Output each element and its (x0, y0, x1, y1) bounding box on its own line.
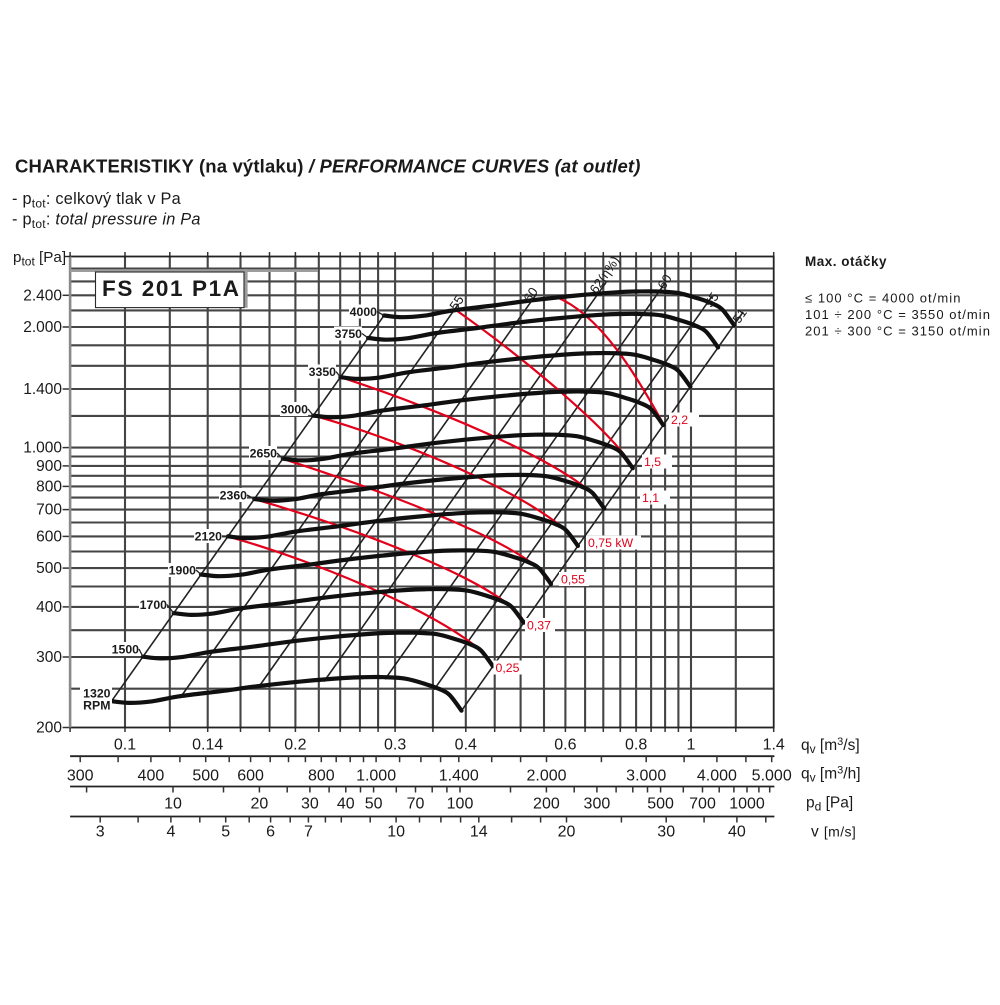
svg-text:900: 900 (36, 458, 62, 475)
svg-text:2650: 2650 (250, 446, 278, 460)
svg-text:1: 1 (687, 737, 696, 754)
svg-text:3350: 3350 (309, 365, 337, 379)
svg-text:2120: 2120 (195, 529, 223, 543)
svg-text:500: 500 (192, 768, 219, 785)
svg-text:500: 500 (647, 796, 674, 813)
svg-text:1.400: 1.400 (23, 381, 62, 398)
svg-text:RPM: RPM (83, 699, 110, 713)
svg-text:≤ 100 °C = 4000 ot/min: ≤ 100 °C = 4000 ot/min (805, 291, 961, 306)
svg-text:20: 20 (251, 796, 269, 813)
svg-text:qv [m3/s]: qv [m3/s] (801, 736, 860, 756)
svg-text:600: 600 (36, 528, 62, 545)
svg-text:0.6: 0.6 (554, 737, 576, 754)
svg-text:500: 500 (36, 560, 62, 577)
svg-text:2.000: 2.000 (526, 768, 566, 785)
svg-text:10: 10 (387, 824, 405, 841)
svg-text:30: 30 (657, 824, 675, 841)
svg-text:200: 200 (533, 796, 560, 813)
svg-text:CHARAKTERISTIKY (na výtlaku) /: CHARAKTERISTIKY (na výtlaku) / PERFORMAN… (15, 156, 641, 177)
svg-text:200: 200 (36, 720, 62, 737)
svg-text:62(η%): 62(η%) (586, 253, 622, 296)
svg-text:qv [m3/h]: qv [m3/h] (801, 765, 861, 785)
svg-text:Max. otáčky: Max. otáčky (805, 254, 887, 269)
svg-text:400: 400 (138, 768, 165, 785)
svg-text:30: 30 (301, 796, 319, 813)
svg-text:1.000: 1.000 (23, 440, 62, 457)
svg-text:2,2: 2,2 (671, 413, 688, 427)
svg-text:300: 300 (36, 649, 62, 666)
svg-text:10: 10 (164, 796, 182, 813)
svg-text:pd [Pa]: pd [Pa] (806, 795, 853, 814)
svg-text:0,25: 0,25 (496, 661, 520, 675)
svg-text:0,75 kW: 0,75 kW (588, 536, 633, 550)
svg-text:v [m/s]: v [m/s] (811, 824, 856, 841)
svg-text:14: 14 (470, 824, 488, 841)
svg-text:5.000: 5.000 (752, 768, 792, 785)
svg-text:1.000: 1.000 (356, 768, 396, 785)
svg-text:3000: 3000 (281, 402, 309, 416)
svg-text:ptot [Pa]: ptot [Pa] (13, 249, 66, 269)
svg-text:1,1: 1,1 (642, 491, 659, 505)
svg-text:50: 50 (365, 796, 383, 813)
svg-text:2360: 2360 (220, 488, 248, 502)
svg-text:4000: 4000 (350, 305, 378, 319)
svg-text:0.2: 0.2 (284, 737, 306, 754)
svg-text:100: 100 (447, 796, 474, 813)
svg-text:1900: 1900 (169, 563, 197, 577)
svg-text:0.8: 0.8 (625, 737, 647, 754)
svg-text:0,55: 0,55 (561, 573, 585, 587)
svg-text:6: 6 (266, 824, 275, 841)
svg-text:0,37: 0,37 (527, 619, 551, 633)
svg-text:600: 600 (237, 768, 264, 785)
svg-text:- ptot: total pressure in Pa: - ptot: total pressure in Pa (12, 210, 201, 231)
svg-text:0.14: 0.14 (192, 737, 223, 754)
svg-text:1500: 1500 (112, 642, 140, 656)
svg-text:201 ÷ 300 °C = 3150 ot/min: 201 ÷ 300 °C = 3150 ot/min (805, 323, 991, 338)
svg-text:2.000: 2.000 (23, 319, 62, 336)
svg-text:1,5: 1,5 (644, 455, 661, 469)
svg-text:7: 7 (304, 824, 313, 841)
svg-text:1.400: 1.400 (439, 768, 479, 785)
svg-text:3750: 3750 (335, 327, 363, 341)
svg-text:300: 300 (67, 768, 94, 785)
svg-text:- ptot: celkový tlak v Pa: - ptot: celkový tlak v Pa (12, 190, 182, 211)
svg-text:4: 4 (166, 824, 175, 841)
svg-text:3.000: 3.000 (626, 768, 666, 785)
svg-text:20: 20 (558, 824, 576, 841)
svg-text:40: 40 (728, 824, 746, 841)
svg-text:40: 40 (337, 796, 355, 813)
svg-text:400: 400 (36, 599, 62, 616)
svg-text:700: 700 (36, 502, 62, 519)
svg-text:0.3: 0.3 (384, 737, 406, 754)
svg-text:60: 60 (654, 271, 675, 291)
svg-text:800: 800 (36, 478, 62, 495)
svg-text:700: 700 (689, 796, 716, 813)
svg-text:2.400: 2.400 (23, 287, 62, 304)
svg-text:0.4: 0.4 (455, 737, 477, 754)
svg-text:5: 5 (221, 824, 230, 841)
svg-text:1700: 1700 (140, 598, 168, 612)
svg-text:3: 3 (96, 824, 105, 841)
svg-text:0.1: 0.1 (114, 737, 136, 754)
svg-text:1.4: 1.4 (763, 737, 785, 754)
svg-text:101 ÷ 200 °C = 3550 ot/min: 101 ÷ 200 °C = 3550 ot/min (805, 307, 991, 322)
svg-text:70: 70 (407, 796, 425, 813)
svg-text:4.000: 4.000 (697, 768, 737, 785)
svg-text:300: 300 (584, 796, 611, 813)
svg-text:FS 201 P1A: FS 201 P1A (102, 276, 241, 301)
svg-text:1000: 1000 (729, 796, 765, 813)
svg-text:800: 800 (308, 768, 335, 785)
